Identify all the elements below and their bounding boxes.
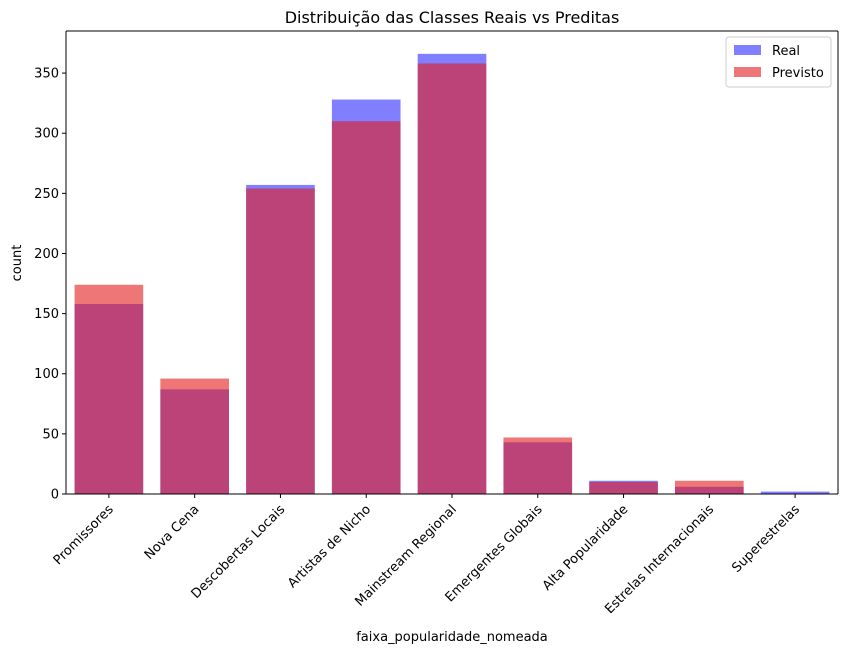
bar-previsto-0 (74, 284, 144, 494)
series-previsto (74, 63, 744, 495)
y-tick-label: 250 (34, 187, 59, 202)
bar-previsto-6 (589, 481, 658, 494)
y-tick-label: 150 (34, 307, 59, 322)
chart-title: Distribuição das Classes Reais vs Predit… (285, 8, 620, 27)
x-axis-title: faixa_popularidade_nomeada (356, 630, 548, 645)
x-tick-label: Promissores (51, 502, 117, 568)
legend-swatch-previsto (734, 67, 761, 77)
x-tick-label: Emergentes Globais (443, 502, 546, 605)
y-tick-label: 100 (34, 367, 59, 382)
bar-previsto-7 (675, 480, 744, 494)
legend-swatch-real (734, 45, 761, 55)
bar-previsto-3 (331, 121, 401, 495)
x-tick-label: Descobertas Locais (189, 502, 289, 602)
y-tick-label: 0 (51, 488, 59, 503)
bar-previsto-5 (503, 437, 573, 494)
legend-label-real: Real (772, 44, 800, 59)
y-tick-label: 50 (42, 427, 59, 442)
y-axis-title: count (10, 245, 25, 282)
x-tick-label: Artistas de Nicho (285, 502, 374, 591)
y-tick-label: 300 (34, 127, 59, 142)
x-tick-label: Nova Cena (142, 502, 203, 563)
bar-real-8 (760, 491, 830, 494)
bar-previsto-4 (417, 63, 487, 495)
legend: Real Previsto (725, 36, 832, 88)
x-tick-label: Superestrelas (729, 502, 803, 576)
y-tick-label: 350 (34, 67, 59, 82)
legend-label-previsto: Previsto (772, 66, 824, 81)
bar-previsto-2 (246, 188, 315, 494)
x-tick-label: Alta Popularidade (540, 502, 632, 594)
y-tick-label: 200 (34, 247, 59, 262)
bar-previsto-1 (160, 378, 229, 494)
bars-layer (74, 53, 830, 495)
